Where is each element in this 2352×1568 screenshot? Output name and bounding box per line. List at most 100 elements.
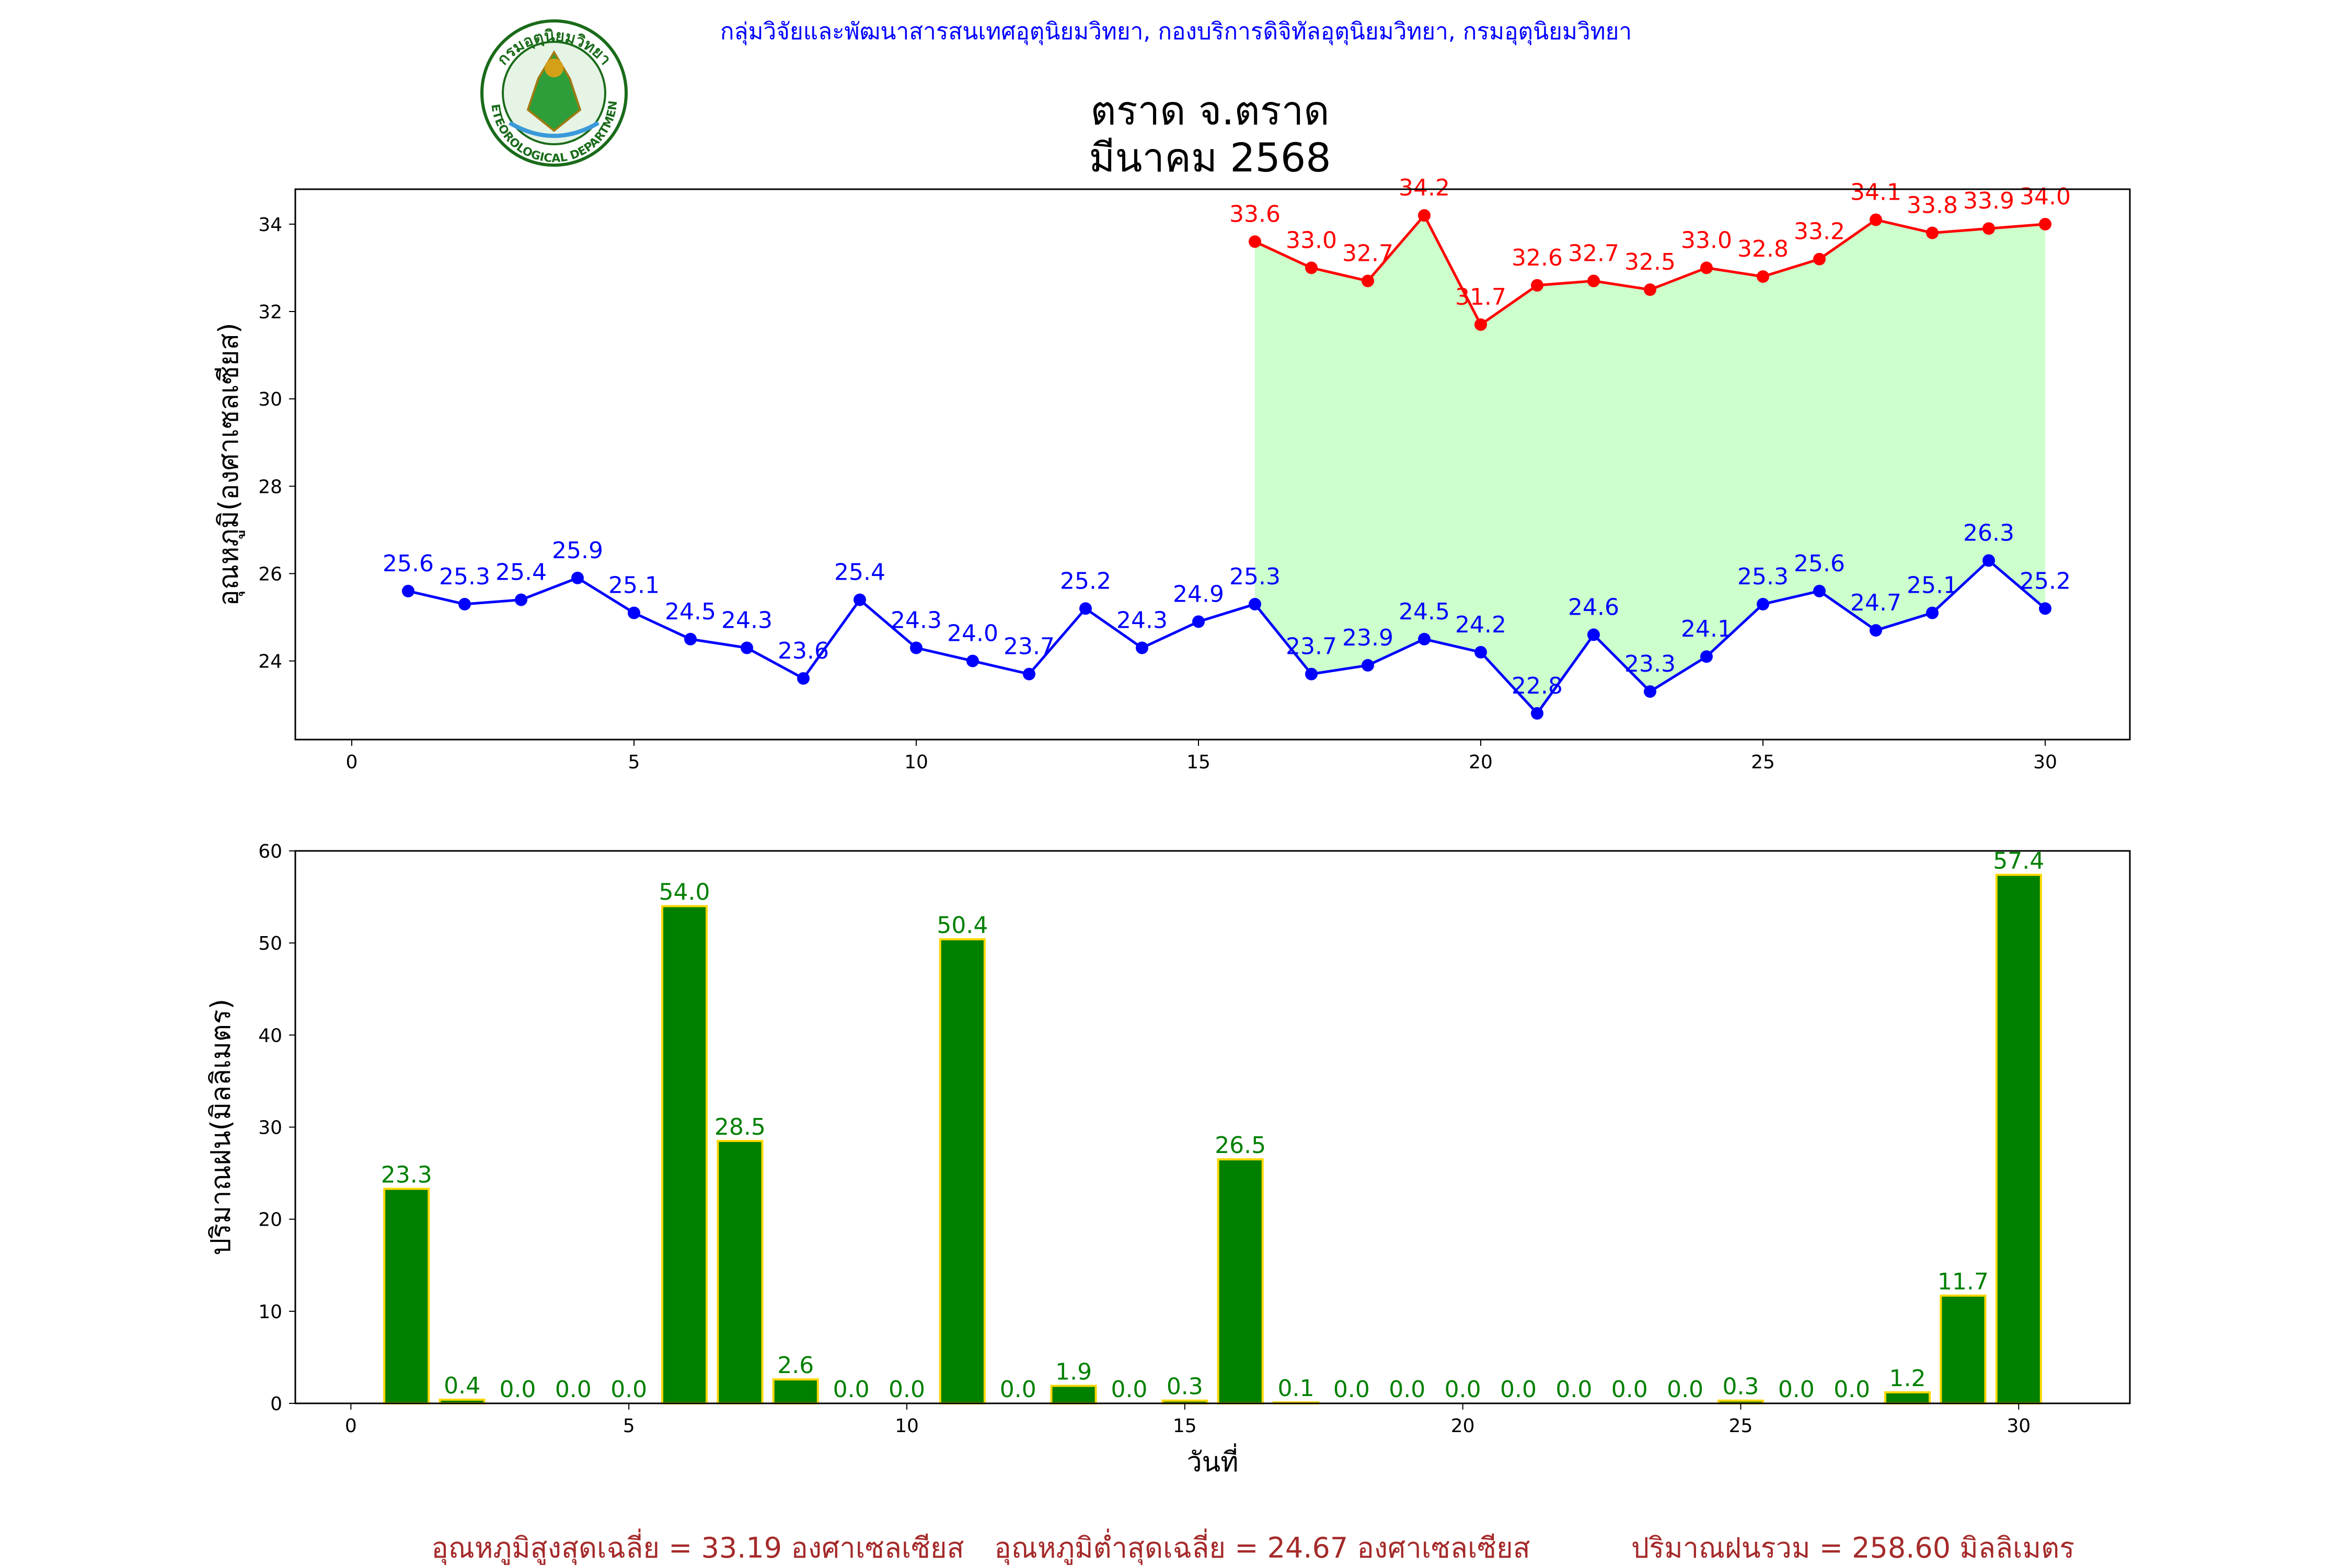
- rain-bar-label: 0.0: [610, 1376, 647, 1403]
- rain-x-tick-label: 0: [345, 1415, 357, 1437]
- temp-max-point: [1474, 318, 1487, 331]
- temp-min-label: 24.5: [665, 598, 716, 625]
- temp-y-tick-label: 34: [258, 214, 282, 236]
- rain-bar-label: 26.5: [1215, 1132, 1266, 1159]
- temp-min-point: [402, 584, 414, 597]
- temp-y-tick-label: 32: [258, 302, 282, 323]
- rain-bar-label: 0.0: [1445, 1376, 1481, 1403]
- temp-max-label: 34.0: [2020, 183, 2071, 210]
- temp-min-label: 25.4: [495, 559, 547, 586]
- temp-x-tick-label: 30: [2033, 752, 2057, 773]
- temp-x-tick-label: 15: [1186, 752, 1210, 773]
- rain-bar-label: 0.0: [1500, 1376, 1537, 1403]
- rain-bar: [661, 905, 708, 1404]
- temp-max-label: 33.0: [1286, 227, 1337, 253]
- rain-bar-label: 50.4: [937, 912, 988, 939]
- temp-max-label: 33.9: [1963, 188, 2014, 214]
- rain-bar-label: 0.0: [1000, 1376, 1036, 1403]
- temp-min-label: 24.7: [1850, 590, 1901, 616]
- rain-bar: [1050, 1385, 1097, 1404]
- temp-x-tick-label: 0: [346, 752, 358, 773]
- rain-bar-label: 0.0: [1555, 1376, 1592, 1403]
- rain-bar: [1940, 1294, 1987, 1405]
- temp-max-point: [1700, 261, 1713, 274]
- temp-min-label: 25.6: [1794, 550, 1845, 577]
- rain-bar-label: 0.0: [1834, 1376, 1870, 1403]
- temp-min-point: [571, 571, 584, 584]
- rain-bar-label: 0.4: [444, 1373, 480, 1399]
- temp-max-label: 34.1: [1850, 179, 1901, 206]
- rain-bar-label: 23.3: [381, 1162, 432, 1189]
- rain-bar-label: 1.2: [1889, 1365, 1926, 1392]
- temp-min-point: [741, 641, 753, 654]
- temp-max-point: [1644, 283, 1656, 296]
- temp-max-label: 32.5: [1624, 249, 1676, 275]
- temp-min-label: 25.3: [439, 563, 490, 590]
- rain-bar: [772, 1378, 819, 1405]
- temp-min-label: 24.3: [891, 607, 942, 634]
- rain-bar-label: 1.9: [1055, 1359, 1092, 1386]
- rain-x-tick-label: 5: [623, 1415, 635, 1437]
- temp-min-label: 23.9: [1342, 625, 1393, 651]
- temp-min-point: [1531, 707, 1543, 720]
- temp-min-label: 25.1: [1907, 572, 1958, 599]
- rain-bar-label: 28.5: [714, 1114, 766, 1140]
- temp-y-tick-label: 28: [258, 476, 282, 498]
- temp-min-label: 24.2: [1455, 612, 1506, 638]
- rain-bar: [717, 1139, 764, 1405]
- rain-bar-label: 2.6: [777, 1352, 814, 1379]
- temp-min-point: [1079, 602, 1092, 615]
- temp-max-label: 32.8: [1737, 236, 1789, 262]
- rain-bar: [383, 1187, 430, 1405]
- summary-total-rain: ปริมาณฝนรวม = 258.60 มิลลิเมตร: [1631, 1531, 2074, 1564]
- rain-x-tick-label: 30: [2007, 1415, 2031, 1437]
- temp-min-label: 23.7: [1286, 633, 1337, 660]
- rain-bar-label: 0.0: [1778, 1376, 1815, 1403]
- temp-min-point: [628, 606, 640, 619]
- temp-min-point: [1362, 659, 1374, 672]
- temp-y-tick-label: 26: [258, 563, 282, 585]
- rain-bar: [1884, 1391, 1931, 1405]
- temp-max-point: [1926, 226, 1939, 239]
- department-logo: METEOROLOGICAL DEPARTMENT กรมอุตุนิยมวิท…: [0, 0, 628, 167]
- temp-max-point: [1305, 261, 1318, 274]
- temp-max-point: [1587, 274, 1600, 287]
- rain-bar: [1217, 1158, 1264, 1405]
- rain-bar-label: 0.0: [833, 1376, 870, 1403]
- temp-y-tick-label: 24: [258, 651, 282, 673]
- chart-title-station: ตราด จ.ตราด: [1090, 87, 1329, 134]
- rain-bar-label: 54.0: [659, 879, 710, 906]
- temp-min-label: 25.1: [608, 572, 660, 599]
- rain-y-tick-label: 30: [258, 1117, 282, 1139]
- temp-max-point: [1813, 252, 1826, 266]
- temp-min-point: [1023, 667, 1035, 681]
- temp-min-label: 24.1: [1681, 616, 1732, 642]
- temp-y-tick-label: 30: [258, 389, 282, 410]
- rainfall-chart: 23.3 0.4 0.0 0.0 0.0 54.0 28.5 2.6 0.0 0.0 50.4 0.0…: [205, 841, 2131, 1478]
- rain-y-tick-label: 60: [258, 841, 282, 862]
- temp-max-point: [1531, 279, 1543, 292]
- temp-max-point: [2039, 217, 2051, 230]
- temp-min-label: 24.5: [1399, 598, 1450, 625]
- temp-min-label: 25.3: [1737, 563, 1789, 590]
- temp-min-label: 22.8: [1512, 673, 1563, 699]
- temp-max-point: [1249, 235, 1261, 248]
- temp-min-point: [515, 593, 527, 606]
- logo-deity-figure: [526, 50, 582, 132]
- temp-min-point: [684, 632, 697, 645]
- temp-min-point: [1474, 645, 1487, 659]
- temp-min-point: [966, 654, 979, 667]
- temp-min-label: 25.4: [834, 559, 885, 586]
- rain-x-tick-label: 20: [1451, 1415, 1475, 1437]
- rain-x-tick-label: 25: [1729, 1415, 1753, 1437]
- temp-min-point: [1192, 615, 1205, 628]
- temp-min-point: [1305, 667, 1318, 681]
- rain-bar-label: 0.0: [1333, 1376, 1370, 1403]
- temp-max-label: 32.7: [1342, 240, 1393, 267]
- temp-x-tick-label: 5: [628, 752, 640, 773]
- temp-max-label: 31.7: [1455, 284, 1506, 310]
- rain-bar-label: 57.4: [1993, 848, 2044, 874]
- temp-max-label: 32.7: [1568, 240, 1619, 267]
- rain-bar-label: 0.0: [1611, 1376, 1648, 1403]
